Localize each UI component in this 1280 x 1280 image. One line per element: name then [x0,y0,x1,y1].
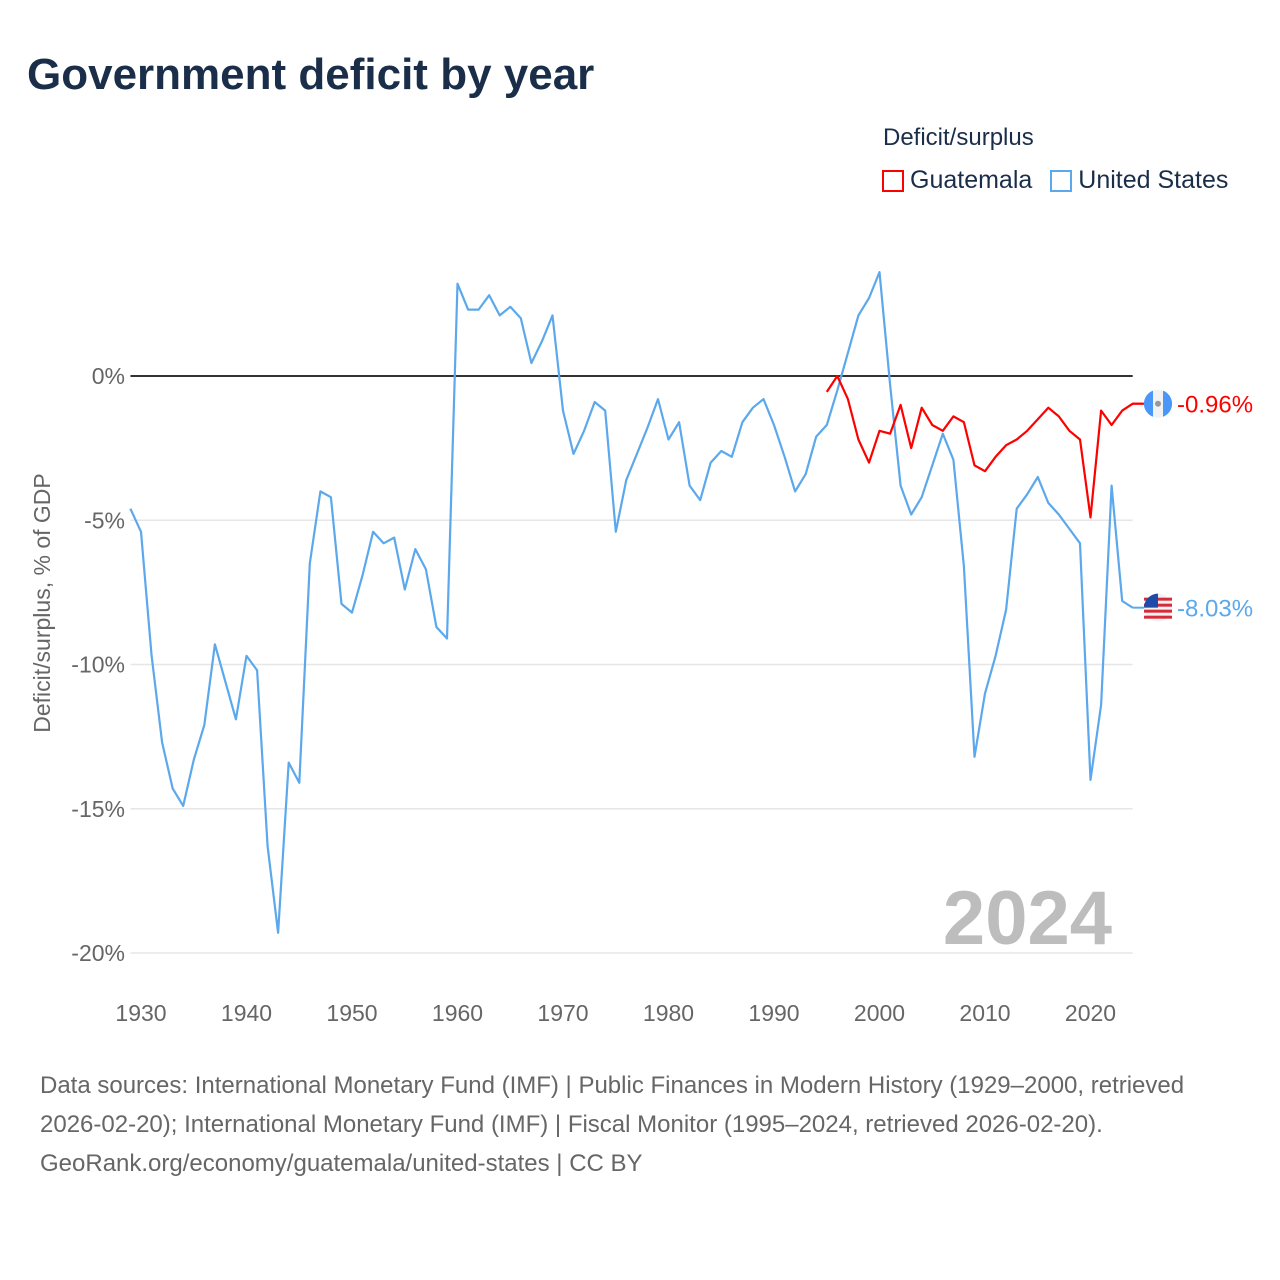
legend-swatch [1050,169,1073,192]
year-watermark: 2024 [943,876,1112,961]
x-tick-label: 1930 [115,1000,166,1026]
x-tick-label: 2020 [1065,1000,1116,1026]
legend-item-guatemala[interactable]: Guatemala [882,166,1032,195]
flag-stripe [1144,615,1172,619]
legend-swatch [882,169,904,192]
legend-item-united-states[interactable]: United States [1050,166,1228,195]
y-tick-label: -20% [71,940,125,966]
x-tick-label: 2010 [959,1000,1010,1026]
end-value-label: -8.03% [1177,596,1253,623]
legend-label: United States [1078,166,1229,194]
y-tick-label: 0% [92,363,125,389]
x-tick-label: 1950 [326,1000,377,1026]
x-tick-label: 1940 [221,1000,272,1026]
x-tick-label: 1990 [748,1000,799,1026]
flag-emblem [1155,400,1161,407]
flag-canton [1144,593,1158,608]
x-tick-label: 1960 [432,1000,483,1026]
y-axis-label: Deficit/surplus, % of GDP [29,473,55,732]
flag-stripe [1163,390,1173,417]
end-value-label: -0.96% [1177,392,1253,419]
x-tick-label: 2000 [854,1000,905,1026]
x-tick-label: 1970 [537,1000,588,1026]
series-line-united-states [129,271,1134,934]
y-tick-label: -5% [84,507,125,533]
chart-title: Government deficit by year [27,50,595,99]
chart-plot: 0% -5% -10% -15% -20% 1930 1940 1950 1960 1970 198… [29,271,1253,1026]
footer: Data sources: International Monetary Fun… [40,1066,1240,1183]
flag-stripe [1144,609,1172,613]
legend-label: Guatemala [910,166,1033,194]
y-tick-label: -15% [71,796,125,822]
data-sources: Data sources: International Monetary Fun… [40,1072,1185,1138]
legend: Guatemala United States [882,166,1228,195]
y-tick-label: -10% [71,652,125,678]
credit-link[interactable]: GeoRank.org/economy/guatemala/united-sta… [40,1150,643,1177]
legend-title: Deficit/surplus [883,124,1034,151]
flag-stripe [1143,390,1153,417]
x-tick-label: 1980 [643,1000,694,1026]
series-line-guatemala [825,374,1144,519]
